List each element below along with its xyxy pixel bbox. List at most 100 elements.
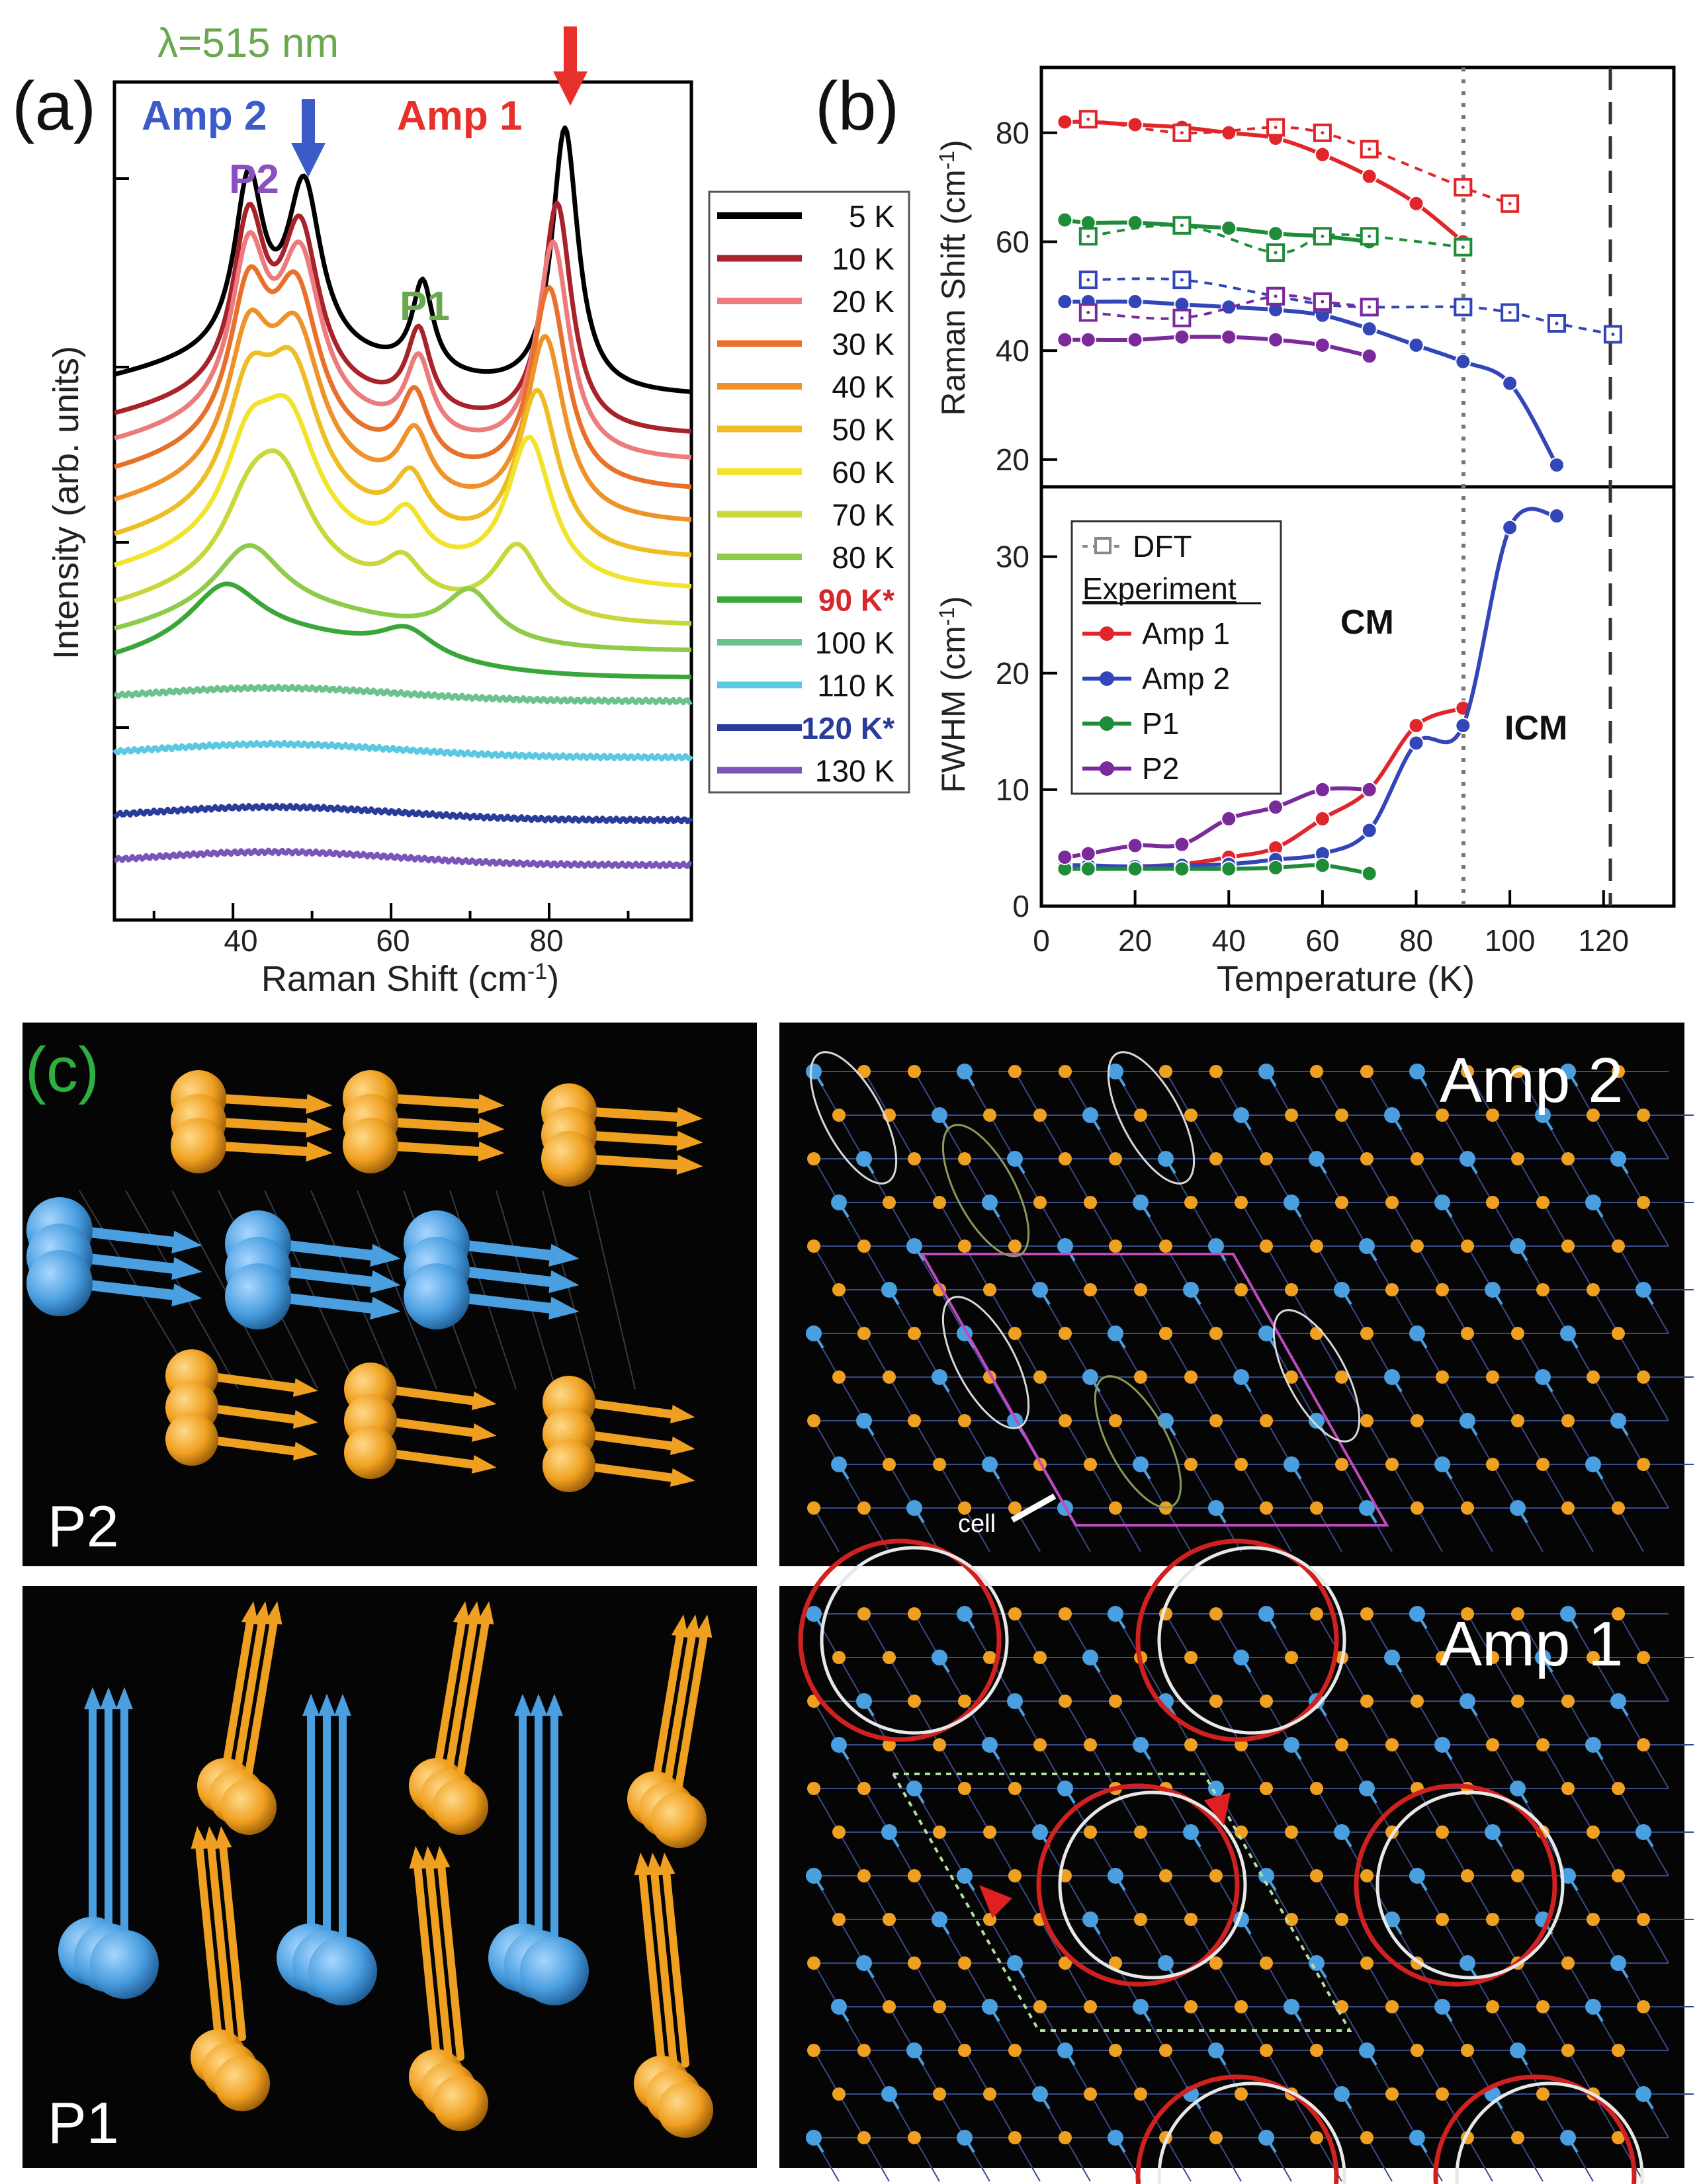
lattice-bond [1115,1507,1141,1552]
orange-atom [1235,2000,1248,2013]
orange-atom [1511,1869,1524,1882]
orange-atom [908,2131,921,2144]
amp1-peak-label: Amp 1 [397,93,522,139]
lattice-bond [1065,2137,1091,2182]
displacement-arrow [838,1463,850,1480]
rotation-circle-red [1135,2074,1339,2184]
lattice-bond [813,2050,840,2095]
orange-atom [1310,1501,1323,1515]
orange-atom [1411,1501,1424,1515]
displacement-arrow [1491,1288,1503,1306]
arrow-head [306,1093,333,1114]
displacement-arrow [1089,1918,1101,1935]
bond-line [171,1190,279,1390]
lattice-bond [964,1962,990,2007]
panel-b-ytick-label: 10 [996,773,1029,807]
orange-atom [1385,1738,1399,1751]
panel-b-ytick-label: 40 [996,333,1029,368]
orange-atom [1536,2000,1549,2013]
orange-atom [958,1782,971,1795]
orange-atom [1285,1370,1298,1384]
orange-atom [1184,1738,1198,1751]
orange-atom [983,1109,996,1122]
displacement-arrow [445,1610,479,1777]
orange-atom [1184,1913,1198,1926]
lattice-bond [1567,1245,1594,1290]
dft-point-dot [1368,305,1372,309]
orange-atom [857,2044,871,2057]
lattice-bond [939,1289,965,1334]
panel-c-artwork [26,1051,1694,2184]
lattice-bond [964,1507,990,1552]
lattice-bond [1442,1114,1468,1159]
panel-b: (b) 0 20 40 60 80 100 120 20 40 60 80 0 10 20 30 CM IC… [815,65,1676,999]
amp2-mode-label: Amp 2 [1440,1045,1623,1116]
displacement-arrow [1416,1874,1428,1892]
arrow-head [464,1601,482,1625]
experiment-point [1057,114,1073,130]
lattice-bond [1341,1376,1368,1421]
lattice-bond [1567,1420,1594,1465]
displacement-arrow [1240,1114,1252,1131]
spectrum-40K-line [113,307,692,523]
displacement-arrow [1516,1507,1528,1524]
displacement-arrow [207,1093,322,1109]
orange-atom [1536,1458,1549,1471]
orange-atom [1436,1370,1449,1384]
panel-a-ylabel: Intensity (arb. units) [46,346,86,659]
lattice-bond [1140,1289,1166,1334]
arrow-head [171,1283,202,1306]
amp2-peak-label: Amp 2 [142,93,267,139]
experiment-point [1221,220,1237,236]
orange-atom [1159,1239,1172,1253]
orange-atom [1059,1414,1072,1427]
fwhm-point [1361,781,1377,798]
displacement-arrow [1340,2093,1352,2110]
orange-atom [1612,1065,1625,1078]
arrow-head [370,1243,401,1267]
lattice-bond [1442,1919,1468,1964]
lattice-bond [1442,1657,1468,1702]
dft-point-dot [1274,294,1278,298]
panel-a-label: (a) [12,68,96,145]
lattice-bond [1039,1376,1066,1421]
lattice-bond [1517,1875,1544,1920]
lattice-bond [1492,1376,1518,1421]
lattice-bond [1115,1420,1141,1465]
displacement-arrow [1215,1507,1227,1524]
orange-atom [807,1152,820,1165]
orange-atom [1134,2087,1147,2101]
lattice-bond [863,2137,890,2182]
panel-a-legend: 5 K 10 K 20 K 30 K 40 K 50 K 60 K 70 K 80 K 90 K*… [708,190,910,794]
orange-atom [1109,1152,1122,1165]
mode-highlight-ellipse [1094,1375,1182,1509]
orange-atom [832,1370,846,1384]
fwhm-point [1408,718,1424,734]
orange-atom [1360,1869,1373,1882]
lattice-bond [1341,1202,1368,1247]
displacement-arrow [578,1154,693,1170]
dft-point [1266,118,1285,137]
orange-atom [1033,1738,1047,1751]
orange-atom [958,1695,971,1708]
legend-b-label: P2 [1142,751,1179,786]
panel-c-label: (c) [25,1034,99,1105]
unit-cell-outline [891,1773,1352,2032]
orange-atom [165,1413,218,1466]
lattice-bond [1241,2006,1267,2051]
orange-atom [1461,2044,1474,2057]
panel-a-frame [112,80,693,922]
arrow-head [306,1117,333,1138]
orange-atom [857,1327,871,1340]
orange-atom [908,1956,921,1970]
orange-atom [1184,1458,1198,1471]
orange-atom [832,1913,846,1926]
displacement-arrow [1340,1831,1352,1848]
panel-b-ytick-label: 80 [996,116,1029,150]
lattice-bond [1618,1788,1644,1833]
displacement-arrow [1014,1700,1025,1717]
fwhm-point [1361,822,1377,839]
panel-a-xlabel: Raman Shift (cm-1) [261,959,559,999]
arrow-head [171,1230,202,1253]
orange-atom [1008,1869,1022,1882]
